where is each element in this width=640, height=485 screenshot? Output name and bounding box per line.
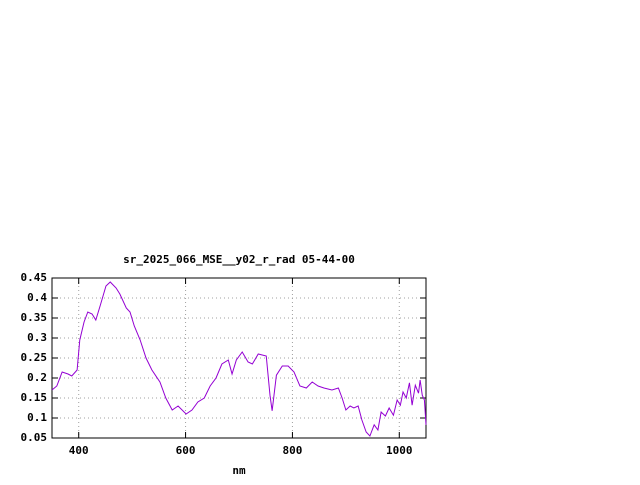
y-tick-label: 0.3 [27, 331, 47, 344]
y-tick-label: 0.45 [21, 271, 48, 284]
x-tick-label: 1000 [386, 444, 413, 457]
x-tick-label: 600 [176, 444, 196, 457]
x-tick-label: 400 [69, 444, 89, 457]
chart-title: sr_2025_066_MSE__y02_r_rad 05-44-00 [123, 253, 355, 266]
y-tick-label: 0.2 [27, 371, 47, 384]
y-tick-label: 0.15 [21, 391, 48, 404]
y-tick-label: 0.35 [21, 311, 48, 324]
x-tick-label: 800 [282, 444, 302, 457]
y-tick-label: 0.05 [21, 431, 48, 444]
y-tick-label: 0.25 [21, 351, 48, 364]
data-line [51, 281, 427, 437]
x-axis-label: nm [232, 464, 246, 477]
y-tick-label: 0.4 [27, 291, 47, 304]
y-tick-label: 0.1 [27, 411, 47, 424]
plot-frame [51, 277, 427, 439]
